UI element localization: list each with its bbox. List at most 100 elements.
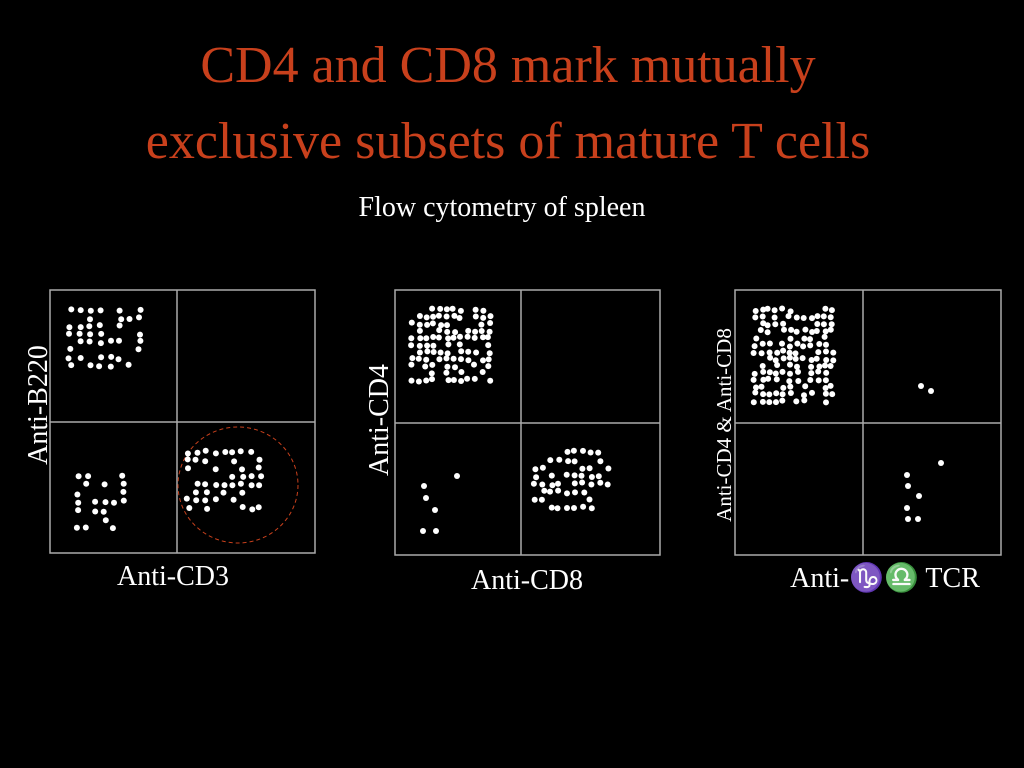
cell-dot	[66, 330, 72, 337]
cell-dot	[429, 320, 436, 327]
cell-dot	[772, 357, 779, 364]
cell-dot	[424, 321, 431, 328]
cell-dot	[822, 305, 829, 312]
cell-dot	[239, 504, 246, 510]
cell-dot	[918, 383, 924, 389]
cell-dot	[478, 328, 485, 334]
cell-dot	[541, 487, 548, 494]
cell-dot	[787, 308, 794, 315]
cell-dot	[779, 397, 786, 404]
cell-dot	[430, 349, 437, 355]
cell-dot	[751, 343, 758, 350]
cell-dot	[808, 357, 815, 363]
cell-dot	[830, 357, 837, 364]
cell-dot	[802, 326, 809, 333]
cell-dot	[802, 383, 809, 390]
cell-dot	[452, 329, 459, 336]
cell-dot	[249, 506, 256, 513]
cell-dot	[757, 327, 764, 333]
cell-dot	[185, 465, 191, 472]
cell-dot	[220, 489, 227, 496]
cell-dot	[750, 399, 757, 406]
cell-dot	[533, 474, 540, 481]
cell-dot	[77, 324, 84, 331]
cell-dot	[788, 326, 795, 333]
cell-dot	[136, 314, 142, 321]
cell-dot	[779, 368, 786, 375]
cell-dot	[579, 465, 586, 472]
cell-dot	[77, 338, 84, 345]
cell-dot	[66, 324, 73, 331]
cell-dot	[423, 495, 429, 501]
cell-dot	[787, 370, 793, 377]
cell-dot	[465, 327, 472, 334]
cell-dot	[555, 480, 561, 487]
cell-dot	[445, 341, 452, 348]
cell-dot	[780, 347, 787, 354]
panel: Anti-CD4 Anti-CD8	[364, 289, 661, 596]
x-label: Anti-♑♎ TCR	[790, 561, 980, 594]
cell-dot	[780, 320, 787, 327]
cell-dot	[479, 369, 486, 375]
cell-dot	[766, 349, 773, 356]
cell-dot	[548, 472, 555, 479]
cell-dot	[564, 448, 571, 455]
cell-dot	[409, 355, 416, 362]
cell-dot	[408, 361, 415, 368]
cell-dot	[485, 342, 492, 349]
cell-dot	[801, 392, 807, 399]
cell-dot	[485, 363, 492, 370]
cell-dot	[108, 337, 114, 344]
panel: Anti-CD4 & Anti-CD8 Anti-♑♎ TCR	[712, 289, 1002, 594]
cell-dot	[786, 349, 793, 356]
cell-dot	[904, 505, 910, 511]
cell-dot	[827, 382, 834, 389]
cell-dot	[73, 524, 80, 531]
cell-dot	[67, 345, 74, 352]
cell-dot	[821, 333, 828, 340]
cell-dot	[779, 391, 786, 398]
cell-dot	[203, 489, 210, 496]
cell-dot	[115, 356, 122, 363]
cell-dot	[792, 350, 799, 357]
cell-dot	[445, 377, 452, 384]
cell-dot	[809, 315, 815, 322]
cell-dot	[429, 305, 436, 312]
cell-dot	[222, 449, 229, 455]
cell-dot	[77, 355, 84, 361]
cell-dot	[472, 306, 479, 313]
cell-dot	[794, 363, 800, 370]
cell-dot	[248, 482, 255, 489]
cell-dot	[184, 450, 191, 457]
cell-dot	[473, 349, 480, 356]
cell-dot	[823, 341, 829, 348]
cell-dot	[823, 399, 829, 406]
cell-dot	[787, 383, 794, 390]
cell-dot	[109, 525, 116, 532]
cell-dot	[799, 355, 806, 362]
cell-dot	[772, 370, 779, 377]
cell-dot	[120, 488, 127, 495]
cell-dot	[604, 481, 611, 488]
cell-dot	[771, 307, 778, 314]
cell-dot	[429, 376, 435, 383]
cell-dot	[75, 499, 82, 506]
cell-dot	[472, 328, 479, 335]
cell-dot	[820, 313, 827, 320]
cell-dot	[443, 313, 450, 320]
cell-dot	[809, 389, 815, 396]
cell-dot	[538, 496, 545, 503]
cell-dot	[580, 447, 586, 454]
highlight-circle	[177, 426, 299, 544]
cell-dot	[433, 528, 439, 534]
cell-dot	[531, 496, 538, 503]
cell-dot	[830, 349, 837, 356]
cell-dot	[774, 362, 781, 368]
cell-dot	[595, 449, 602, 456]
cell-dot	[800, 343, 807, 350]
cell-dot	[408, 342, 415, 349]
cell-dot	[548, 504, 555, 511]
cell-dot	[444, 350, 451, 357]
cell-dot	[202, 458, 209, 465]
cell-dot	[915, 516, 921, 522]
